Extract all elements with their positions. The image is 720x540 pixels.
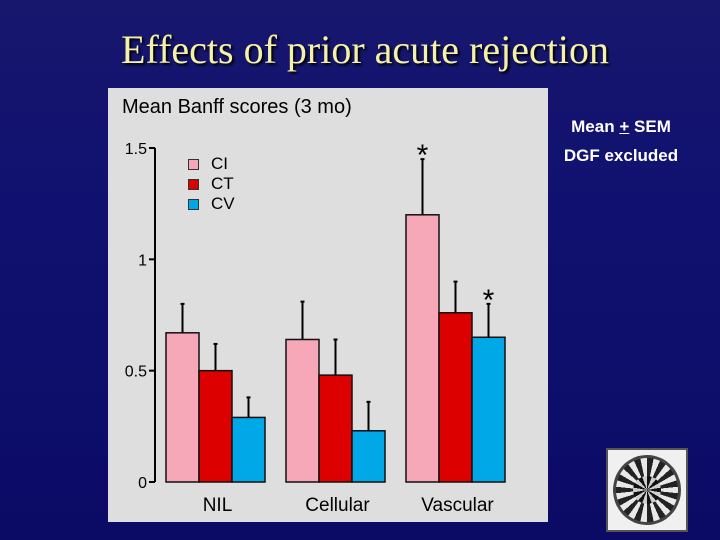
chart-title: Mean Banff scores (3 mo) [122, 96, 352, 118]
legend-label-ci: CI [211, 154, 228, 173]
bar-cv-vascular [471, 336, 506, 483]
bar-ct-nil [198, 369, 233, 483]
x-tick-label: Vascular [421, 495, 494, 516]
y-tick-label: 1 [138, 252, 147, 269]
note-sem: SEM [634, 117, 671, 136]
x-tick-label: NIL [203, 495, 233, 516]
note-line-1: Mean + SEM [536, 112, 706, 141]
bar-chart: 0 0.5 1 1.5 NIL Cellular Vascular * * [125, 139, 506, 516]
legend-swatch-cv [188, 198, 199, 210]
legend: CI CT CV [188, 154, 235, 214]
legend-item-ct: CT [188, 174, 235, 194]
legend-label-ct: CT [211, 174, 234, 193]
bar-ci-nil [165, 332, 200, 483]
slide-title: Effects of prior acute rejection [121, 27, 609, 72]
legend-item-ci: CI [188, 154, 235, 174]
bar-ct-cellular [318, 374, 353, 483]
circle-limit-woodcut-icon [613, 455, 681, 525]
chart-panel: 0 0.5 1 1.5 NIL Cellular Vascular * * Mean Banff… [108, 88, 548, 522]
bar-ci-cellular [285, 338, 320, 483]
emblem-image [606, 448, 688, 532]
note-mean: Mean [571, 117, 615, 136]
y-tick-label: 0 [138, 475, 147, 492]
bar-ct-vascular [438, 312, 473, 483]
significance-asterisk: * [417, 139, 429, 172]
x-tick-label: Cellular [305, 495, 370, 516]
bar-ci-vascular [405, 214, 440, 483]
side-note: Mean + SEM DGF excluded [536, 112, 706, 170]
legend-label-cv: CV [211, 194, 235, 213]
legend-swatch-ct [188, 178, 199, 190]
bar-cv-nil [231, 416, 266, 483]
legend-swatch-ci [188, 158, 199, 170]
note-plus-minus: + [619, 117, 630, 136]
note-line-2: DGF excluded [563, 146, 679, 165]
y-tick-label: 1.5 [125, 141, 147, 158]
y-tick-label: 0.5 [125, 364, 147, 381]
legend-item-cv: CV [188, 194, 235, 214]
bar-cv-cellular [351, 430, 386, 483]
significance-asterisk: * [483, 284, 495, 317]
